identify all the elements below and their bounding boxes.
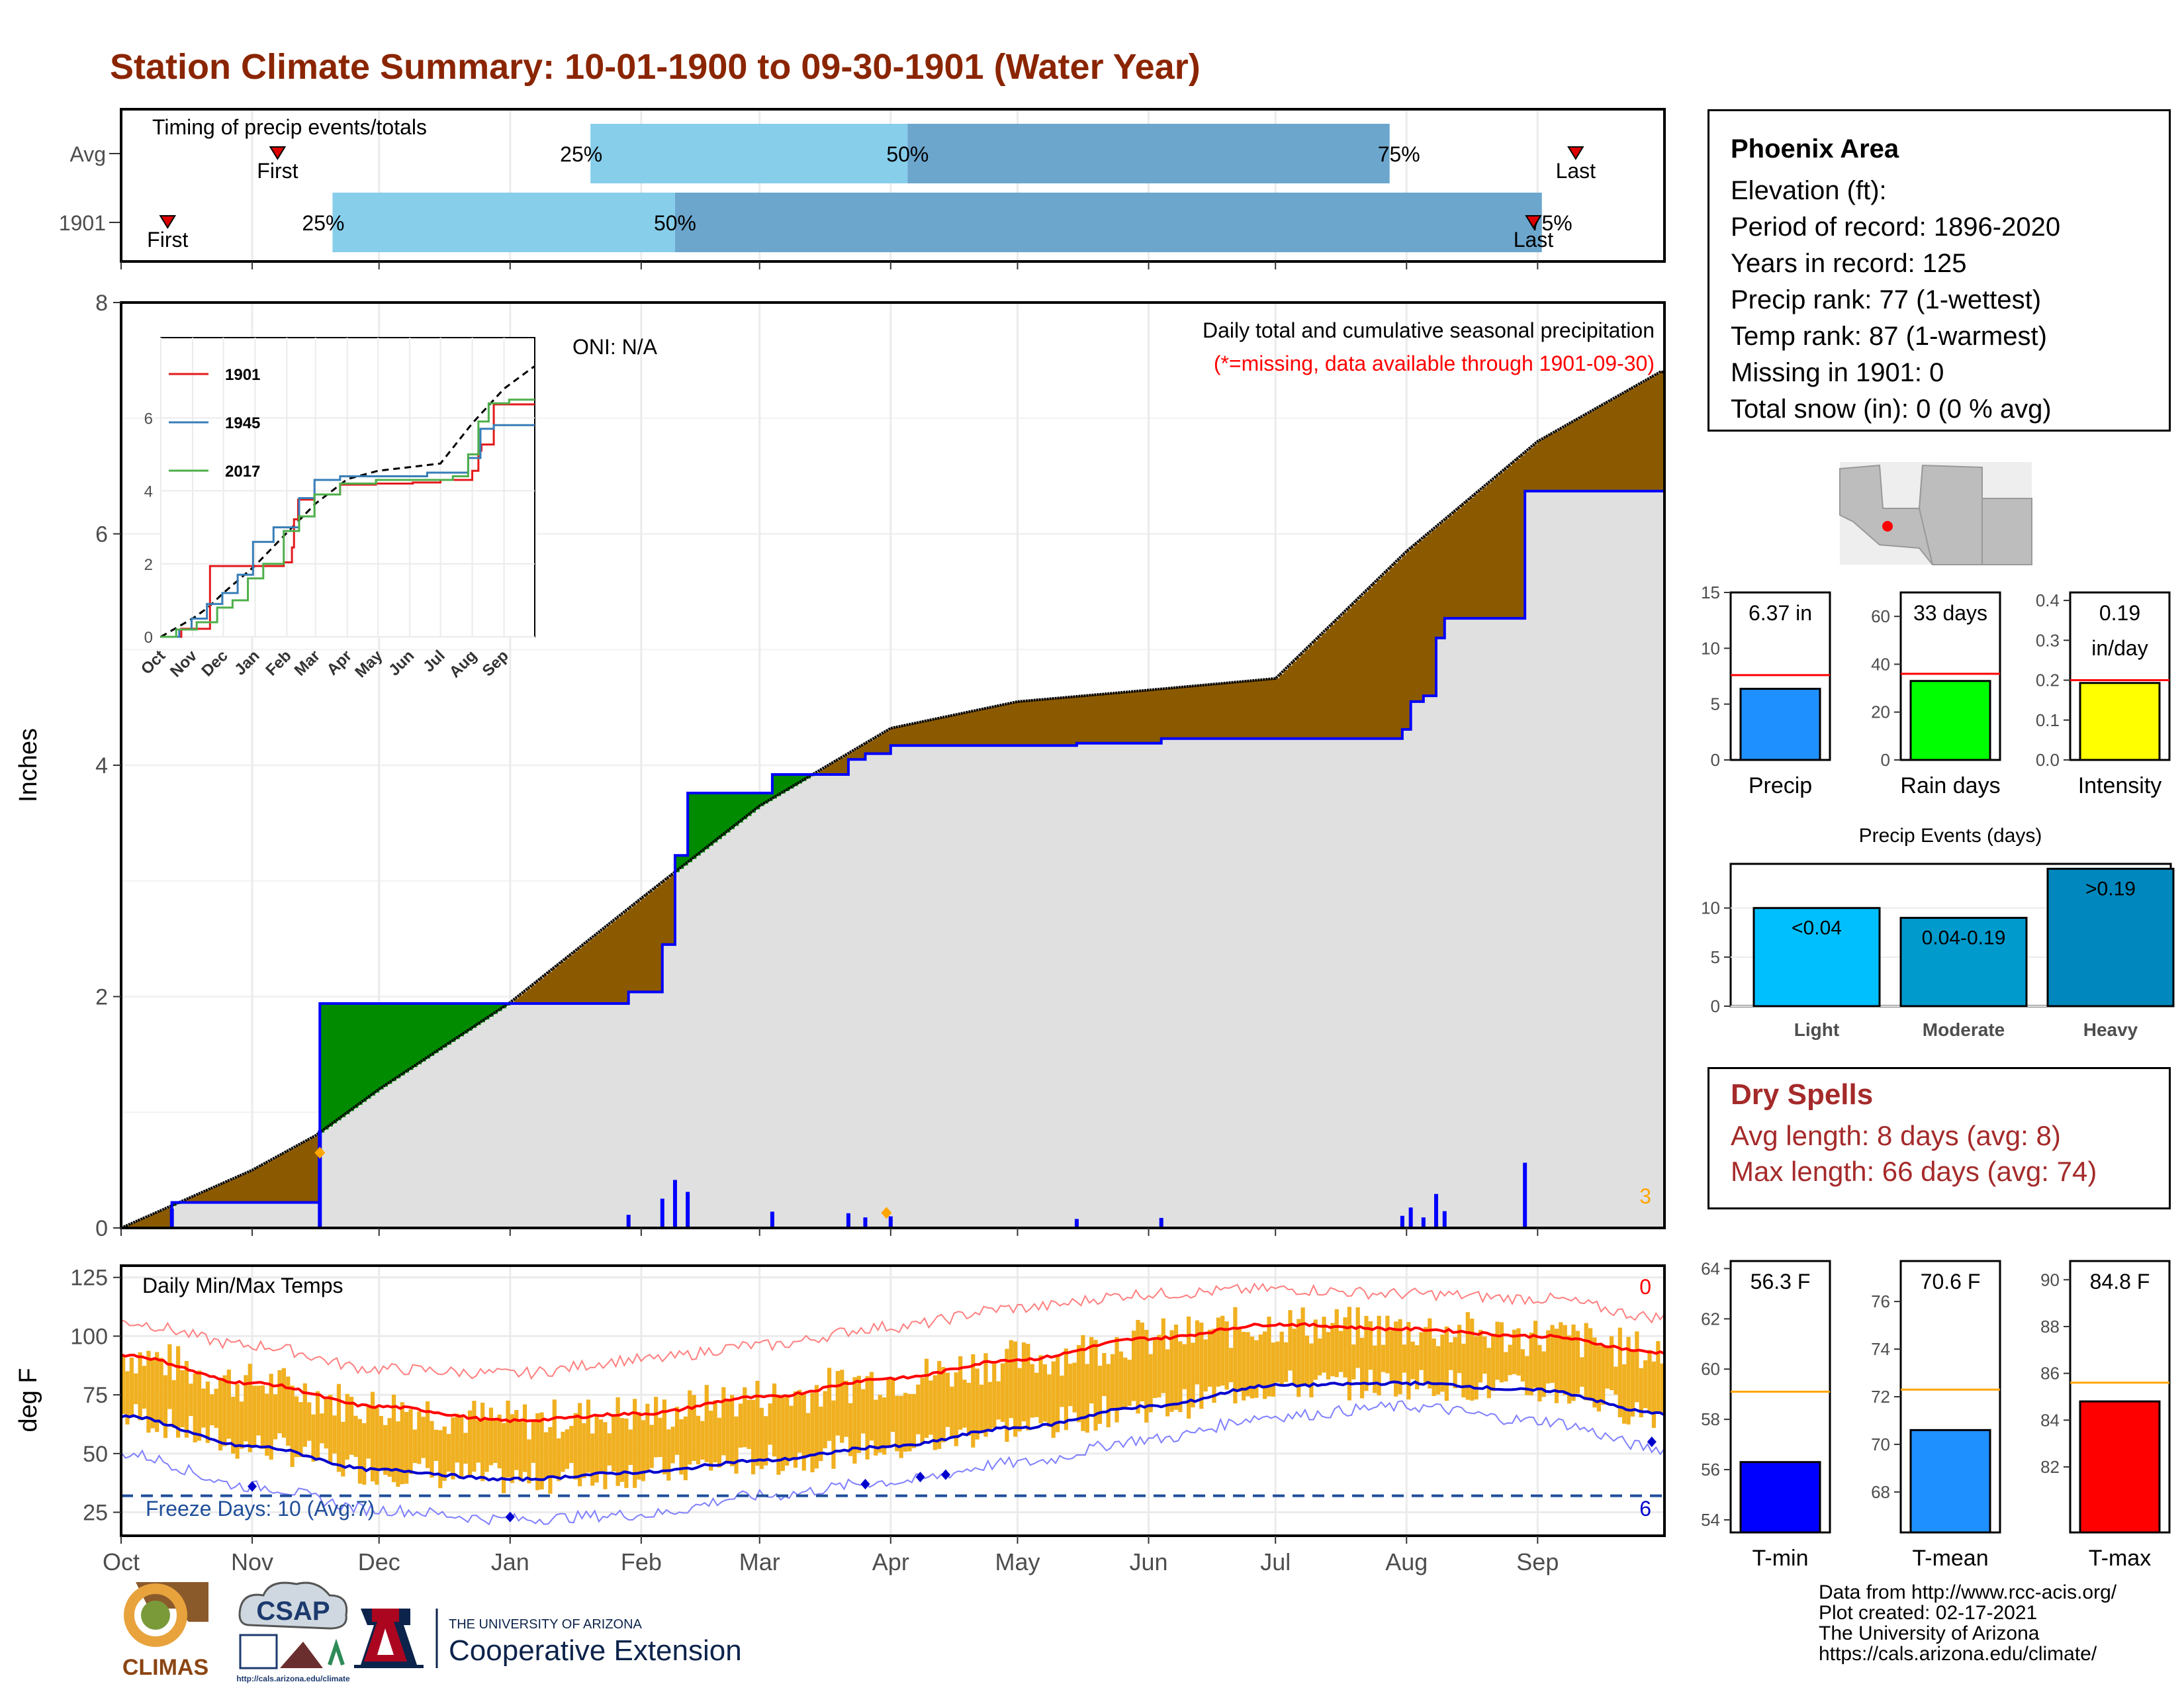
- precip-event-bar-label: >0.19: [2085, 878, 2136, 900]
- y-tick-label: 68: [1871, 1482, 1890, 1502]
- temp-tmin-bar: [1741, 1462, 1820, 1532]
- y-tick-label: 5: [1711, 694, 1720, 714]
- csap-text: CSAP: [256, 1597, 330, 1626]
- ua-logo: THE UNIVERSITY OF ARIZONA Cooperative Ex…: [357, 1602, 754, 1675]
- temp-tmax-label: T-max: [2089, 1546, 2151, 1571]
- temp-tmin-label: T-min: [1752, 1546, 1809, 1571]
- precip-event-bar-label: 0.04-0.19: [1922, 927, 2006, 949]
- credit-line: The University of Arizona: [1819, 1623, 2116, 1644]
- y-tick-label: 70: [1871, 1434, 1890, 1454]
- y-tick-label: 15: [1701, 583, 1720, 602]
- y-tick-label: 60: [1701, 1359, 1720, 1379]
- intensity-summary-value: 0.19: [2099, 601, 2140, 625]
- precip-event-category: Heavy: [2083, 1019, 2138, 1040]
- csap-url: http://cals.arizona.edu/climate: [236, 1674, 350, 1683]
- y-tick-label: 0: [1711, 996, 1720, 1016]
- y-tick-label: 20: [1871, 702, 1890, 722]
- climas-logo: CLIMAS: [109, 1582, 222, 1681]
- y-tick-label: 10: [1701, 898, 1720, 918]
- y-tick-label: 56: [1701, 1460, 1720, 1479]
- precip-event-category: Light: [1794, 1019, 1839, 1040]
- temp-tmean-bar: [1911, 1430, 1990, 1532]
- precip-summary-value: 6.37 in: [1749, 601, 1812, 625]
- y-tick-label: 0.2: [2036, 671, 2060, 690]
- y-tick-label: 72: [1871, 1387, 1890, 1407]
- precip-events-title: Precip Events (days): [1859, 825, 2042, 847]
- raindays-summary-value: 33 days: [1913, 601, 1987, 625]
- climas-text: CLIMAS: [122, 1655, 208, 1680]
- y-tick-label: 0.3: [2036, 630, 2060, 650]
- y-tick-label: 5: [1711, 947, 1720, 967]
- dry-spells-box: Dry Spells Avg length: 8 days (avg: 8) M…: [1707, 1067, 2171, 1209]
- ua-name: THE UNIVERSITY OF ARIZONA: [449, 1617, 643, 1632]
- intensity-summary-value-unit: in/day: [2091, 636, 2148, 660]
- y-tick-label: 0.0: [2036, 750, 2060, 770]
- credit-line: Data from http://www.rcc-acis.org/: [1819, 1582, 2116, 1603]
- precip-event-category: Moderate: [1923, 1019, 2005, 1040]
- csap-logo: CSAP http://cals.arizona.edu/climate: [230, 1579, 356, 1685]
- dry-spells-max: Max length: 66 days (avg: 74): [1731, 1154, 2169, 1190]
- y-tick-label: 86: [2040, 1364, 2060, 1383]
- raindays-summary-bar: [1911, 681, 1990, 760]
- y-tick-label: 60: [1871, 606, 1890, 626]
- y-tick-label: 0: [1881, 750, 1890, 770]
- temp-tmean-value: 70.6 F: [1921, 1270, 1981, 1293]
- temp-tmax-value: 84.8 F: [2090, 1270, 2150, 1293]
- precip-summary-label: Precip: [1749, 773, 1812, 798]
- y-tick-label: 88: [2040, 1317, 2060, 1336]
- y-tick-label: 90: [2040, 1270, 2060, 1289]
- raindays-summary-label: Rain days: [1900, 773, 2000, 798]
- intensity-summary-label: Intensity: [2078, 773, 2162, 798]
- y-tick-label: 10: [1701, 638, 1720, 658]
- y-tick-label: 58: [1701, 1409, 1720, 1429]
- y-tick-label: 76: [1871, 1291, 1890, 1311]
- temp-tmin-value: 56.3 F: [1751, 1270, 1811, 1293]
- credits: Data from http://www.rcc-acis.org/ Plot …: [1819, 1582, 2116, 1664]
- precip-event-bar-label: <0.04: [1792, 917, 1842, 939]
- temp-tmean-label: T-mean: [1912, 1546, 1988, 1571]
- credit-line: Plot created: 02-17-2021: [1819, 1603, 2116, 1623]
- y-tick-label: 54: [1701, 1510, 1720, 1530]
- y-tick-label: 0.4: [2036, 590, 2060, 610]
- y-tick-label: 64: [1701, 1258, 1720, 1278]
- temp-tmax-bar: [2080, 1401, 2160, 1532]
- y-tick-label: 84: [2040, 1410, 2060, 1430]
- y-tick-label: 0.1: [2036, 710, 2060, 730]
- coop-extension: Cooperative Extension: [449, 1634, 742, 1667]
- y-tick-label: 74: [1871, 1339, 1890, 1359]
- dry-spells-avg: Avg length: 8 days (avg: 8): [1731, 1118, 2169, 1154]
- precip-summary-bar: [1741, 689, 1820, 760]
- intensity-summary-bar: [2080, 683, 2160, 760]
- y-tick-label: 40: [1871, 654, 1890, 674]
- credit-line: https://cals.arizona.edu/climate/: [1819, 1644, 2116, 1664]
- y-tick-label: 0: [1711, 750, 1720, 770]
- y-tick-label: 62: [1701, 1309, 1720, 1329]
- dry-spells-title: Dry Spells: [1731, 1077, 2169, 1113]
- y-tick-label: 82: [2040, 1457, 2060, 1477]
